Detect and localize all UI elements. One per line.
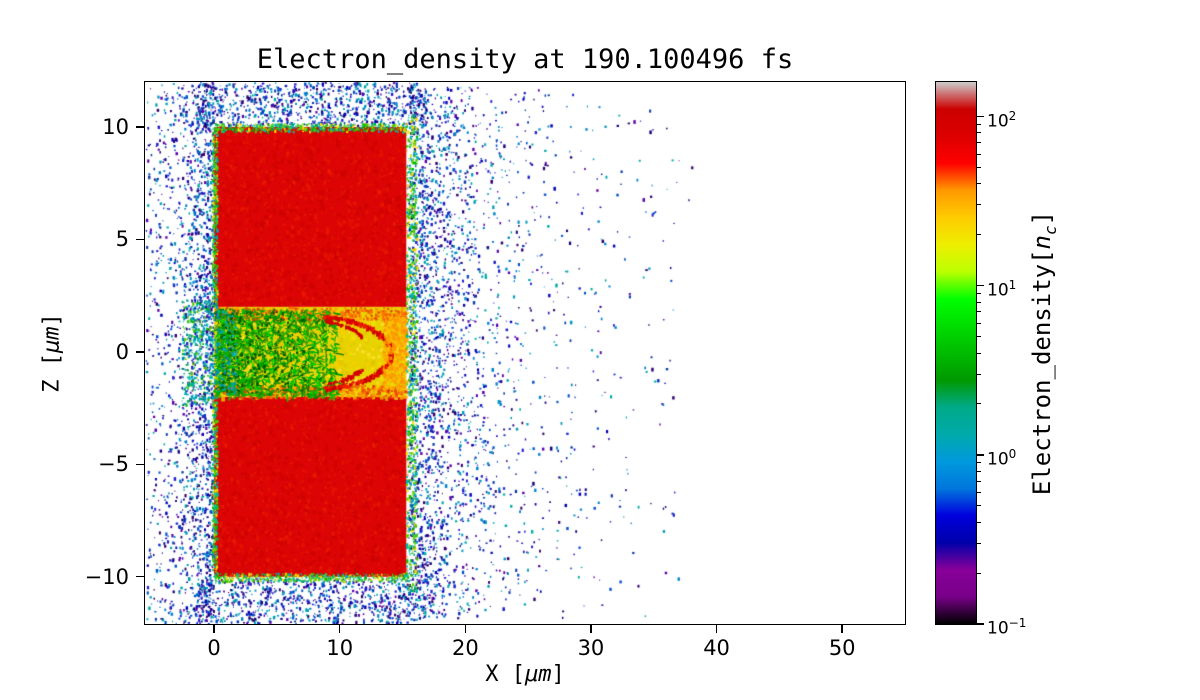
colorbar-minor-tick	[977, 336, 981, 338]
density-plot-canvas	[145, 82, 905, 624]
colorbar-tick-mark	[977, 284, 984, 287]
y-tick-mark	[136, 126, 144, 128]
colorbar-tick-mark	[977, 623, 984, 625]
colorbar-minor-tick	[977, 132, 981, 134]
y-tick-label: −5	[98, 452, 129, 477]
colorbar-label-subscript: c	[1040, 225, 1060, 235]
y-tick-mark	[136, 576, 144, 578]
colorbar-minor-tick	[977, 311, 981, 313]
colorbar-tick-label: 100	[987, 446, 1017, 470]
colorbar-label-symbol: n	[1028, 235, 1057, 250]
colorbar-tick-mark	[977, 115, 984, 118]
colorbar-label: Electron_density[nc]	[1028, 211, 1060, 495]
colorbar-tick-label: 10−1	[987, 616, 1027, 639]
colorbar-minor-tick	[977, 373, 981, 375]
plot-title: Electron_density at 190.100496 fs	[256, 44, 794, 75]
colorbar-minor-tick	[977, 352, 981, 354]
x-tick-mark	[841, 625, 843, 633]
colorbar-minor-tick	[977, 462, 981, 464]
colorbar-minor-tick	[977, 322, 981, 324]
y-tick-mark	[136, 351, 144, 353]
colorbar-tick-label: 101	[987, 277, 1017, 301]
y-tick-label: −10	[84, 564, 129, 589]
colorbar-minor-tick	[977, 403, 981, 405]
x-tick-mark	[339, 625, 341, 633]
x-axis-label-text: X [	[485, 662, 525, 687]
colorbar-label-close: ]	[1028, 210, 1057, 226]
x-tick-mark	[590, 625, 592, 633]
colorbar-minor-tick	[977, 491, 981, 493]
colorbar-minor-tick	[977, 505, 981, 507]
colorbar-tick-mark	[977, 454, 984, 456]
x-tick-label: 20	[451, 636, 479, 660]
y-axis-label-unit: μm	[39, 326, 65, 354]
colorbar-minor-tick	[977, 470, 981, 472]
x-tick-label: 0	[207, 636, 221, 660]
y-tick-label: 10	[102, 114, 129, 139]
y-tick-mark	[136, 463, 144, 465]
x-axis-label-close: ]	[551, 662, 565, 687]
colorbar-minor-tick	[977, 204, 981, 206]
x-tick-label: 30	[577, 636, 605, 660]
plot-area	[144, 81, 906, 625]
colorbar-minor-tick	[977, 183, 981, 185]
x-tick-mark	[464, 625, 467, 633]
colorbar-minor-tick	[977, 142, 981, 144]
y-axis-label: Z [μm]	[40, 313, 65, 393]
colorbar-minor-tick	[977, 542, 981, 544]
x-tick-mark	[213, 625, 215, 633]
colorbar-minor-tick	[977, 123, 981, 125]
x-axis-label: X [μm]	[145, 662, 905, 687]
x-tick-label: 10	[326, 636, 354, 660]
colorbar	[935, 81, 977, 625]
y-tick-label: 0	[115, 339, 129, 364]
colorbar-tick-label: 102	[987, 108, 1017, 132]
colorbar-minor-tick	[977, 153, 981, 155]
x-tick-label: 50	[828, 636, 856, 660]
colorbar-minor-tick	[977, 292, 981, 294]
x-axis-label-unit: μm	[525, 662, 552, 687]
colorbar-minor-tick	[977, 234, 981, 236]
colorbar-minor-tick	[977, 521, 981, 523]
y-axis-label-text: Z [	[39, 353, 65, 393]
colorbar-minor-tick	[977, 572, 981, 574]
x-tick-mark	[715, 625, 718, 633]
colorbar-minor-tick	[977, 301, 981, 303]
x-tick-label: 40	[703, 636, 730, 660]
y-tick-label: 5	[115, 227, 129, 252]
colorbar-label-text: Electron_density[	[1028, 249, 1057, 496]
colorbar-minor-tick	[977, 480, 981, 482]
y-axis-label-close: ]	[39, 313, 65, 327]
y-tick-mark	[136, 238, 144, 241]
colorbar-minor-tick	[977, 166, 981, 168]
